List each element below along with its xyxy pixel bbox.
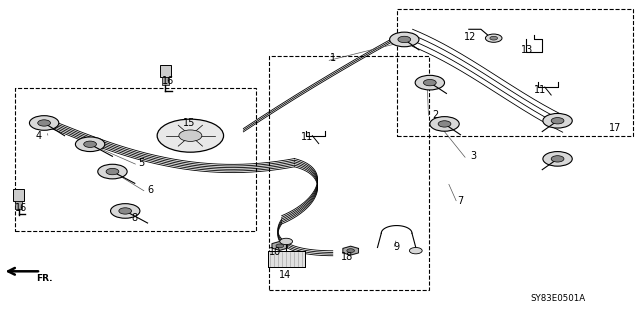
Circle shape — [490, 36, 497, 40]
Bar — [268, 251, 305, 268]
Circle shape — [111, 204, 140, 218]
Text: 5: 5 — [138, 158, 144, 168]
Text: 9: 9 — [394, 242, 400, 252]
Circle shape — [410, 248, 422, 254]
Circle shape — [276, 244, 284, 248]
Text: 16: 16 — [15, 203, 28, 213]
Bar — [268, 251, 305, 268]
Bar — [13, 189, 24, 201]
Circle shape — [430, 117, 460, 131]
Circle shape — [179, 130, 202, 141]
Bar — [269, 56, 429, 290]
Text: 16: 16 — [162, 76, 174, 86]
Circle shape — [543, 114, 572, 128]
Bar — [161, 65, 171, 77]
Circle shape — [438, 121, 451, 127]
Circle shape — [398, 36, 411, 43]
Circle shape — [390, 32, 419, 47]
Text: 11: 11 — [301, 132, 314, 142]
Circle shape — [280, 238, 292, 245]
Text: 18: 18 — [340, 252, 353, 262]
Bar — [15, 201, 22, 209]
Circle shape — [347, 249, 355, 253]
Text: 15: 15 — [183, 118, 195, 128]
Circle shape — [106, 168, 119, 175]
Text: 8: 8 — [132, 213, 138, 223]
Polygon shape — [343, 246, 358, 255]
Text: 12: 12 — [464, 32, 476, 42]
Circle shape — [415, 75, 445, 90]
Text: 17: 17 — [609, 123, 621, 133]
Circle shape — [119, 208, 132, 214]
Text: 4: 4 — [36, 131, 42, 141]
Text: FR.: FR. — [36, 274, 53, 283]
Circle shape — [551, 118, 564, 124]
Bar — [397, 9, 633, 136]
Text: 6: 6 — [148, 185, 154, 195]
Text: SY83E0501A: SY83E0501A — [530, 294, 585, 303]
Text: 2: 2 — [432, 110, 438, 120]
Text: 10: 10 — [269, 247, 282, 256]
Text: 3: 3 — [470, 151, 476, 161]
Circle shape — [485, 34, 502, 42]
Circle shape — [551, 156, 564, 162]
Circle shape — [98, 164, 127, 179]
Polygon shape — [272, 241, 287, 250]
Circle shape — [76, 137, 105, 152]
Text: 7: 7 — [458, 196, 463, 206]
Circle shape — [29, 116, 59, 130]
Circle shape — [424, 79, 436, 86]
Circle shape — [84, 141, 97, 147]
Text: 14: 14 — [279, 271, 291, 280]
Text: 1: 1 — [330, 53, 336, 63]
Circle shape — [38, 120, 51, 126]
Circle shape — [157, 119, 223, 152]
Text: 11: 11 — [534, 85, 547, 95]
Bar — [163, 77, 169, 85]
Text: 13: 13 — [522, 45, 534, 55]
Circle shape — [543, 152, 572, 166]
Bar — [15, 88, 256, 231]
